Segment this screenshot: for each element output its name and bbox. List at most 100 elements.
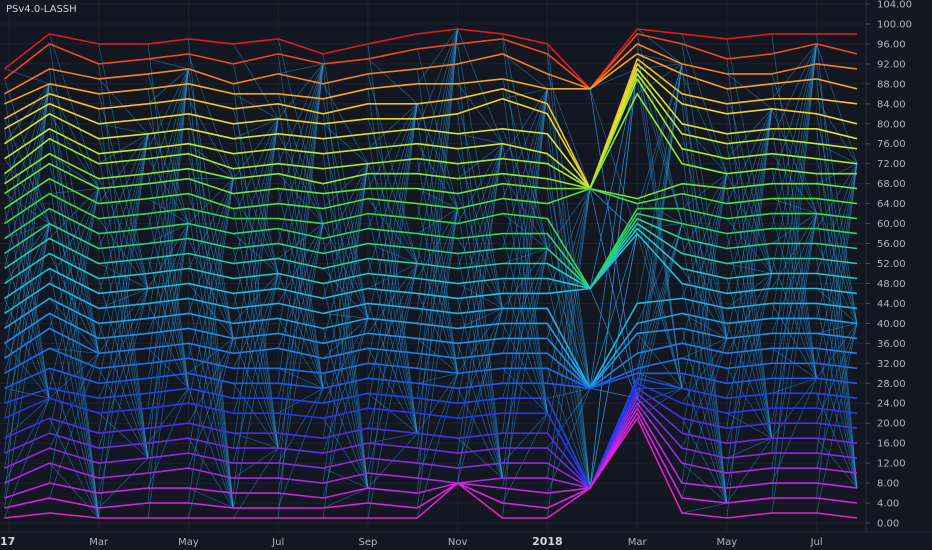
rank-line xyxy=(416,208,459,464)
rank-line xyxy=(771,378,817,484)
rank-line xyxy=(547,368,591,489)
rank-line xyxy=(547,188,591,294)
rank-line xyxy=(457,143,503,404)
rank-line xyxy=(4,398,50,484)
rank-line xyxy=(502,248,548,264)
rank-line xyxy=(502,413,548,504)
rank-line xyxy=(232,118,279,354)
rank-line xyxy=(367,103,418,149)
rank-line xyxy=(416,208,458,279)
rank-line xyxy=(147,68,189,184)
rank-line xyxy=(457,437,503,479)
rank-line xyxy=(49,188,99,239)
y-tick-label: 8.00 xyxy=(877,479,899,490)
rank-line xyxy=(277,63,324,164)
rank-line xyxy=(457,308,503,469)
rank-line xyxy=(49,188,100,389)
rank-line xyxy=(4,83,50,359)
rank-line xyxy=(547,43,591,389)
rank-line xyxy=(322,487,369,509)
rank-line xyxy=(232,248,279,449)
rank-line xyxy=(98,288,149,494)
rank-line xyxy=(681,173,728,484)
rank-line xyxy=(277,63,324,120)
rank-line xyxy=(816,163,858,409)
rank-line xyxy=(232,273,279,509)
rank-line xyxy=(49,188,100,329)
rank-line xyxy=(457,208,503,479)
rank-line xyxy=(681,93,728,339)
rank-line xyxy=(637,53,683,65)
rank-line xyxy=(457,28,503,144)
series-line-5 xyxy=(4,63,858,190)
rank-line xyxy=(457,133,503,145)
rank-line xyxy=(417,28,458,85)
rank-line xyxy=(147,68,189,364)
rank-line xyxy=(277,93,324,224)
series-line-20 xyxy=(4,312,858,390)
rank-line xyxy=(416,28,459,399)
rank-line xyxy=(277,63,324,384)
rank-line xyxy=(367,432,418,444)
rank-line xyxy=(98,133,149,294)
rank-line xyxy=(322,238,369,489)
rank-line xyxy=(367,103,418,319)
rank-line xyxy=(367,43,418,434)
y-tick-label: 92.00 xyxy=(877,59,906,70)
y-tick-label: 48.00 xyxy=(877,279,906,290)
rank-line xyxy=(367,103,418,229)
rank-line xyxy=(589,188,638,399)
y-tick-label: 76.00 xyxy=(877,139,906,150)
rank-line xyxy=(547,388,591,494)
rank-line xyxy=(49,33,100,189)
series-line-2 xyxy=(4,43,858,95)
series-line-16 xyxy=(4,227,858,290)
x-tick-label: Nov xyxy=(448,537,468,548)
rank-line xyxy=(589,68,638,90)
rank-line xyxy=(233,193,279,274)
rank-line xyxy=(233,118,279,140)
rank-line xyxy=(547,387,591,399)
x-tick-label: May xyxy=(178,537,199,548)
rank-line xyxy=(636,58,683,224)
rank-line xyxy=(367,58,418,105)
rank-line xyxy=(636,63,683,304)
series-line-21 xyxy=(4,327,858,390)
rank-line xyxy=(681,123,728,174)
rank-line xyxy=(726,73,772,110)
price-axis[interactable]: 104.00 100.00 96.00 92.00 88.00 84.00 80.00 76.… xyxy=(866,0,912,530)
rank-line xyxy=(147,173,189,389)
rank-line xyxy=(502,78,548,249)
rank-line xyxy=(771,377,817,394)
rank-line xyxy=(367,73,418,264)
series-line-14 xyxy=(4,217,858,290)
series-line-32 xyxy=(4,417,858,519)
rank-line xyxy=(816,243,858,324)
x-tick-label: Mar xyxy=(89,537,109,548)
rank-line xyxy=(726,108,773,519)
rank-line xyxy=(816,163,858,274)
rank-line xyxy=(771,83,817,379)
rank-line xyxy=(188,178,234,269)
time-axis[interactable]: 17 Mar May Jul Sep Nov 2018 Mar May Jul xyxy=(0,535,823,548)
rank-line xyxy=(457,83,503,144)
rank-line xyxy=(547,188,591,249)
rank-line xyxy=(147,68,189,149)
series-line-4 xyxy=(4,58,858,190)
rank-line xyxy=(4,118,50,224)
rank-line xyxy=(277,273,324,389)
rank-line xyxy=(637,372,683,389)
rank-line xyxy=(322,163,369,209)
y-tick-label: 40.00 xyxy=(877,319,906,330)
rank-line xyxy=(277,388,324,509)
rank-line xyxy=(726,58,773,439)
rank-line xyxy=(636,223,683,384)
rank-line xyxy=(98,288,149,399)
rank-line xyxy=(816,163,858,454)
rank-line xyxy=(502,128,548,249)
rank-line xyxy=(233,43,279,119)
rank-line xyxy=(188,68,234,339)
rank-line xyxy=(49,138,100,519)
rank-line xyxy=(416,28,459,494)
